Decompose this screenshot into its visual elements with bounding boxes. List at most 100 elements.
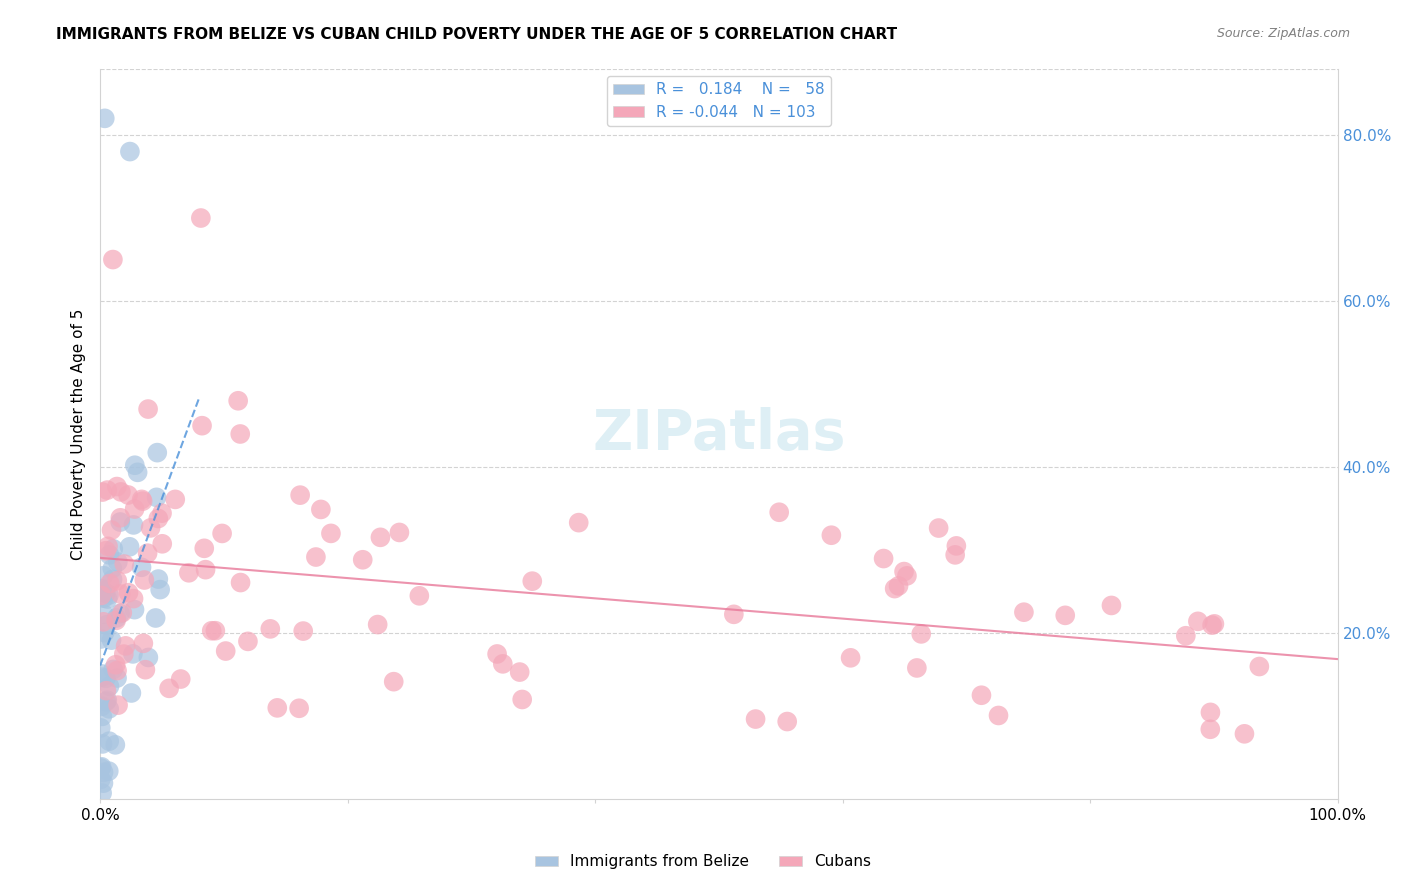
Point xyxy=(104,738,127,752)
Point xyxy=(943,548,966,562)
Point xyxy=(170,672,193,686)
Point xyxy=(110,510,132,524)
Point xyxy=(91,709,114,723)
Point xyxy=(94,586,117,600)
Point xyxy=(292,624,315,638)
Point xyxy=(1012,605,1035,619)
Point xyxy=(107,555,129,569)
Point xyxy=(122,647,145,661)
Point xyxy=(987,708,1010,723)
Point xyxy=(90,772,112,787)
Point xyxy=(100,523,122,537)
Point xyxy=(229,427,252,442)
Point xyxy=(90,632,112,646)
Point xyxy=(91,786,114,800)
Point xyxy=(98,734,121,748)
Point xyxy=(90,582,112,596)
Point xyxy=(91,737,114,751)
Point xyxy=(101,252,124,267)
Point xyxy=(124,458,146,473)
Point xyxy=(136,402,159,417)
Point xyxy=(388,525,411,540)
Point xyxy=(97,764,120,778)
Point xyxy=(134,663,156,677)
Point xyxy=(120,686,142,700)
Point xyxy=(492,657,515,671)
Point xyxy=(1199,706,1222,720)
Point xyxy=(319,526,342,541)
Point xyxy=(105,671,128,685)
Point xyxy=(1054,608,1077,623)
Point xyxy=(288,488,311,502)
Point xyxy=(91,670,114,684)
Point xyxy=(201,624,224,638)
Point xyxy=(101,662,124,676)
Point xyxy=(408,589,430,603)
Point xyxy=(190,211,212,225)
Point xyxy=(309,502,332,516)
Point xyxy=(970,688,993,702)
Point xyxy=(194,563,217,577)
Point xyxy=(101,561,124,575)
Text: IMMIGRANTS FROM BELIZE VS CUBAN CHILD POVERTY UNDER THE AGE OF 5 CORRELATION CHA: IMMIGRANTS FROM BELIZE VS CUBAN CHILD PO… xyxy=(56,27,897,42)
Point xyxy=(236,634,259,648)
Point xyxy=(90,699,112,714)
Point xyxy=(883,582,905,596)
Point xyxy=(486,647,509,661)
Point xyxy=(91,485,114,500)
Point xyxy=(744,712,766,726)
Point xyxy=(132,636,155,650)
Point xyxy=(191,418,214,433)
Point xyxy=(93,568,115,582)
Text: Source: ZipAtlas.com: Source: ZipAtlas.com xyxy=(1216,27,1350,40)
Point xyxy=(96,695,118,709)
Point xyxy=(105,614,128,628)
Point xyxy=(101,573,124,587)
Point xyxy=(97,539,120,553)
Point xyxy=(94,112,117,126)
Point xyxy=(94,543,117,558)
Point xyxy=(367,617,389,632)
Point xyxy=(108,607,131,621)
Point xyxy=(288,701,311,715)
Point xyxy=(98,576,121,591)
Point xyxy=(118,145,141,159)
Point xyxy=(229,575,252,590)
Point xyxy=(148,572,170,586)
Point xyxy=(112,647,135,661)
Point xyxy=(139,521,162,535)
Point xyxy=(90,760,112,774)
Point xyxy=(105,479,128,493)
Y-axis label: Child Poverty Under the Age of 5: Child Poverty Under the Age of 5 xyxy=(72,309,86,559)
Point xyxy=(204,624,226,638)
Point xyxy=(1233,727,1256,741)
Point xyxy=(193,541,215,556)
Point xyxy=(145,491,167,505)
Point xyxy=(107,698,129,713)
Point xyxy=(90,761,112,775)
Point xyxy=(510,692,533,706)
Point xyxy=(723,607,745,622)
Point xyxy=(94,671,117,685)
Point xyxy=(910,627,932,641)
Point xyxy=(1187,615,1209,629)
Point xyxy=(165,492,187,507)
Point xyxy=(134,573,156,587)
Point xyxy=(305,549,328,564)
Point xyxy=(103,541,125,556)
Point xyxy=(118,540,141,554)
Point xyxy=(146,445,169,459)
Legend: R =   0.184    N =   58, R = -0.044   N = 103: R = 0.184 N = 58, R = -0.044 N = 103 xyxy=(607,76,831,126)
Point xyxy=(112,557,135,571)
Point xyxy=(145,611,167,625)
Point xyxy=(215,644,238,658)
Point xyxy=(1201,618,1223,632)
Point xyxy=(96,617,118,632)
Point xyxy=(768,505,790,519)
Point xyxy=(124,502,146,516)
Point xyxy=(122,591,145,606)
Point xyxy=(1249,659,1271,673)
Point xyxy=(150,537,173,551)
Point xyxy=(131,492,153,507)
Point xyxy=(93,615,115,629)
